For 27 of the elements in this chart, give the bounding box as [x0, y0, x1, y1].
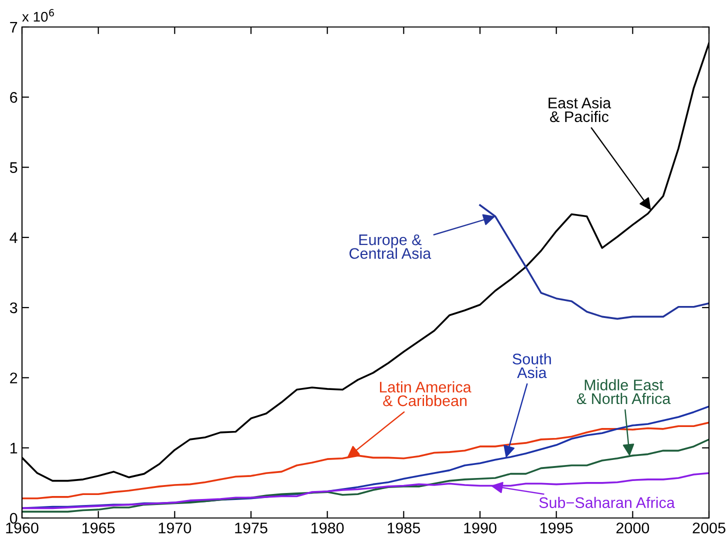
- y-tick-label: 7: [10, 22, 18, 33]
- line-series: [22, 438, 709, 513]
- text: Latin America & Caribbean: [380, 381, 472, 406]
- y-tick-label: 2: [10, 372, 18, 384]
- y-tick-label: 3: [10, 302, 18, 314]
- text: Middle East & North Africa: [576, 379, 671, 404]
- x-tick-label: 1985: [388, 522, 420, 534]
- y-tick-label: 4: [10, 232, 18, 243]
- x-tick-label: 1965: [82, 522, 115, 534]
- x-tick-label: 1995: [540, 522, 573, 534]
- x-tick-label: 1970: [158, 522, 192, 534]
- y-tick-label: 5: [10, 162, 18, 173]
- y-tick-label: 1: [10, 442, 18, 454]
- text: South Asia: [512, 353, 551, 378]
- text: East Asia & Pacific: [548, 97, 612, 122]
- x-tick-label: 1980: [312, 522, 344, 534]
- text: Europe & Central Asia: [350, 234, 432, 259]
- series-label: Sub−Saharan Africa: [539, 496, 675, 508]
- line-series: [22, 472, 709, 510]
- text: x 10$^{6}$: [22, 9, 54, 22]
- x-tick-label: 1990: [464, 522, 496, 534]
- x-tick-label: 1960: [6, 522, 38, 534]
- y-tick-label: 6: [10, 92, 18, 103]
- x-tick-label: 2000: [616, 522, 650, 534]
- y-tick-label: 0: [10, 512, 18, 524]
- x-tick-label: 2005: [692, 522, 726, 534]
- x-tick-label: 1975: [235, 522, 268, 534]
